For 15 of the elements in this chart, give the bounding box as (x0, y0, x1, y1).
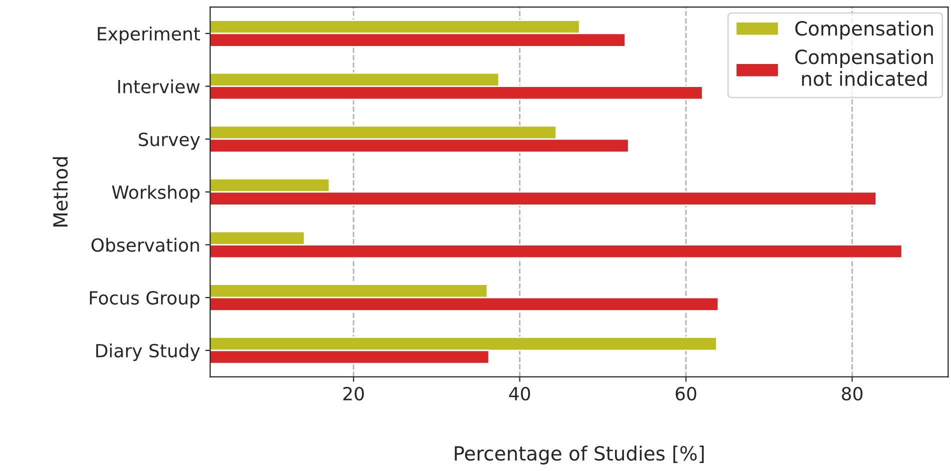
y-tick-label: Workshop (112, 185, 200, 203)
y-axis-title: Method (52, 157, 68, 226)
x-axis-title: Percentage of Studies [%] (454, 446, 704, 464)
x-tick-label: 60 (676, 386, 696, 400)
legend-label: Compensation not indicated (795, 49, 933, 86)
y-tick-label: Observation (92, 238, 199, 252)
y-tick-label: Focus Group (90, 291, 200, 308)
x-tick-label: 40 (509, 386, 530, 400)
y-tick-label: Experiment (98, 26, 200, 44)
y-tick-label: Survey (138, 132, 200, 150)
x-tick-label: 80 (842, 386, 862, 400)
legend-label: Compensation (795, 20, 933, 40)
y-tick-label: Diary Study (96, 344, 200, 362)
y-tick-label: Interview (118, 79, 200, 94)
x-tick-label: 20 (343, 386, 364, 400)
